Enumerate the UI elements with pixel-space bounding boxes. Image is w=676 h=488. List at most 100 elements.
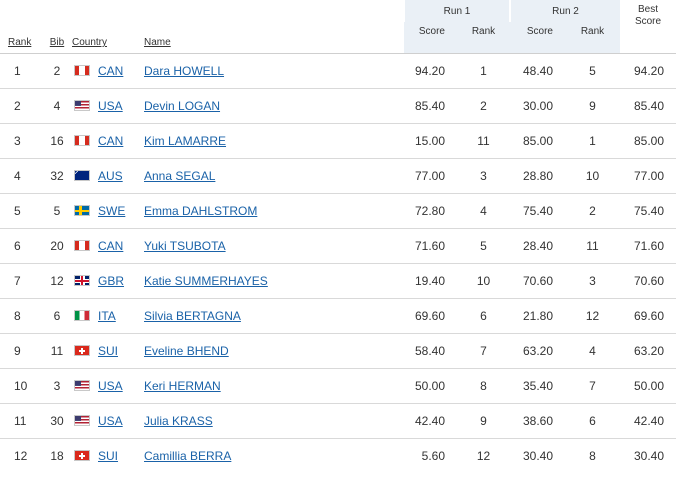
- run2-rank-header: Rank: [565, 22, 620, 54]
- athlete-name-link[interactable]: Devin LOGAN: [144, 99, 221, 113]
- run2-rank-cell: 4: [565, 333, 620, 369]
- name-cell: Katie SUMMERHAYES: [144, 263, 404, 299]
- best-score-cell: 94.20: [620, 53, 676, 89]
- best-score-header: Best Score: [620, 0, 676, 54]
- run2-score-cell: 85.00: [510, 123, 565, 159]
- best-score-cell: 85.00: [620, 123, 676, 159]
- run1-score-cell: 5.60: [404, 438, 457, 473]
- rank-cell: 11: [0, 403, 42, 439]
- rank-cell: 4: [0, 158, 42, 194]
- run1-score-cell: 19.40: [404, 263, 457, 299]
- country-cell: SUI: [72, 438, 144, 473]
- run2-score-cell: 70.60: [510, 263, 565, 299]
- athlete-name-link[interactable]: Julia KRASS: [144, 414, 213, 428]
- table-row: 10 3 USA Keri HERMAN 50.00 8 35.40 7 50.…: [0, 368, 676, 404]
- run2-rank-cell: 11: [565, 228, 620, 264]
- best-score-cell: 70.60: [620, 263, 676, 299]
- run2-rank-cell: 9: [565, 88, 620, 124]
- run1-rank-cell: 6: [457, 298, 510, 334]
- run2-score-cell: 30.00: [510, 88, 565, 124]
- table-row: 2 4 USA Devin LOGAN 85.40 2 30.00 9 85.4…: [0, 88, 676, 124]
- athlete-name-link[interactable]: Silvia BERTAGNA: [144, 309, 241, 323]
- best-score-cell: 85.40: [620, 88, 676, 124]
- usa-flag-icon: [74, 100, 90, 111]
- australia-flag-icon: [74, 170, 90, 181]
- bib-cell: 18: [42, 438, 72, 473]
- rank-cell: 5: [0, 193, 42, 229]
- name-column-header[interactable]: Name: [144, 37, 171, 48]
- switzerland-flag-icon: [74, 450, 90, 461]
- run2-score-cell: 63.20: [510, 333, 565, 369]
- run1-rank-header: Rank: [457, 22, 510, 54]
- switzerland-flag-icon: [74, 345, 90, 356]
- run2-score-cell: 48.40: [510, 53, 565, 89]
- run1-rank-cell: 11: [457, 123, 510, 159]
- rank-cell: 8: [0, 298, 42, 334]
- athlete-name-link[interactable]: Keri HERMAN: [144, 379, 221, 393]
- country-link[interactable]: SWE: [98, 204, 126, 218]
- athlete-name-link[interactable]: Eveline BHEND: [144, 344, 229, 358]
- table-row: 7 12 GBR Katie SUMMERHAYES 19.40 10 70.6…: [0, 263, 676, 299]
- athlete-name-link[interactable]: Katie SUMMERHAYES: [144, 274, 268, 288]
- rank-column-header[interactable]: Rank: [8, 37, 32, 48]
- name-cell: Yuki TSUBOTA: [144, 228, 404, 264]
- country-link[interactable]: USA: [98, 379, 123, 393]
- run1-score-cell: 69.60: [404, 298, 457, 334]
- run1-score-header: Score: [404, 22, 457, 54]
- name-cell: Eveline BHEND: [144, 333, 404, 369]
- country-link[interactable]: GBR: [98, 274, 125, 288]
- athlete-name-link[interactable]: Emma DAHLSTROM: [144, 204, 258, 218]
- run1-score-cell: 42.40: [404, 403, 457, 439]
- country-cell: AUS: [72, 158, 144, 194]
- table-row: 3 16 CAN Kim LAMARRE 15.00 11 85.00 1 85…: [0, 123, 676, 159]
- table-row: 6 20 CAN Yuki TSUBOTA 71.60 5 28.40 11 7…: [0, 228, 676, 264]
- table-row: 11 30 USA Julia KRASS 42.40 9 38.60 6 42…: [0, 403, 676, 439]
- run1-rank-cell: 9: [457, 403, 510, 439]
- country-link[interactable]: AUS: [98, 169, 123, 183]
- best-score-header-line1: Best: [637, 4, 658, 15]
- bib-cell: 12: [42, 263, 72, 299]
- name-cell: Camillia BERRA: [144, 438, 404, 473]
- country-link[interactable]: SUI: [98, 449, 119, 463]
- bib-column-header[interactable]: Bib: [49, 37, 65, 48]
- run1-rank-cell: 5: [457, 228, 510, 264]
- country-link[interactable]: USA: [98, 99, 123, 113]
- name-cell: Anna SEGAL: [144, 158, 404, 194]
- bib-cell: 4: [42, 88, 72, 124]
- rank-cell: 2: [0, 88, 42, 124]
- table-row: 5 5 SWE Emma DAHLSTROM 72.80 4 75.40 2 7…: [0, 193, 676, 229]
- country-link[interactable]: CAN: [98, 134, 124, 148]
- run1-rank-cell: 7: [457, 333, 510, 369]
- athlete-name-link[interactable]: Dara HOWELL: [144, 64, 225, 78]
- best-score-cell: 63.20: [620, 333, 676, 369]
- run1-rank-cell: 10: [457, 263, 510, 299]
- country-link[interactable]: USA: [98, 414, 123, 428]
- country-cell: USA: [72, 403, 144, 439]
- run1-score-cell: 50.00: [404, 368, 457, 404]
- country-cell: SWE: [72, 193, 144, 229]
- country-link[interactable]: CAN: [98, 64, 124, 78]
- athlete-name-link[interactable]: Camillia BERRA: [144, 449, 232, 463]
- athlete-name-link[interactable]: Yuki TSUBOTA: [144, 239, 226, 253]
- name-cell: Dara HOWELL: [144, 53, 404, 89]
- bib-cell: 3: [42, 368, 72, 404]
- table-row: 9 11 SUI Eveline BHEND 58.40 7 63.20 4 6…: [0, 333, 676, 369]
- canada-flag-icon: [74, 240, 90, 251]
- canada-flag-icon: [74, 65, 90, 76]
- athlete-name-link[interactable]: Anna SEGAL: [144, 169, 216, 183]
- run2-rank-cell: 1: [565, 123, 620, 159]
- best-score-header-line2: Score: [634, 16, 662, 27]
- country-link[interactable]: ITA: [98, 309, 116, 323]
- country-cell: CAN: [72, 53, 144, 89]
- bib-cell: 32: [42, 158, 72, 194]
- country-column-header[interactable]: Country: [72, 37, 108, 48]
- athlete-name-link[interactable]: Kim LAMARRE: [144, 134, 227, 148]
- country-cell: CAN: [72, 123, 144, 159]
- country-link[interactable]: CAN: [98, 239, 124, 253]
- bib-cell: 16: [42, 123, 72, 159]
- country-link[interactable]: SUI: [98, 344, 119, 358]
- rank-cell: 12: [0, 438, 42, 473]
- run2-rank-cell: 8: [565, 438, 620, 473]
- run2-rank-cell: 7: [565, 368, 620, 404]
- run2-score-cell: 35.40: [510, 368, 565, 404]
